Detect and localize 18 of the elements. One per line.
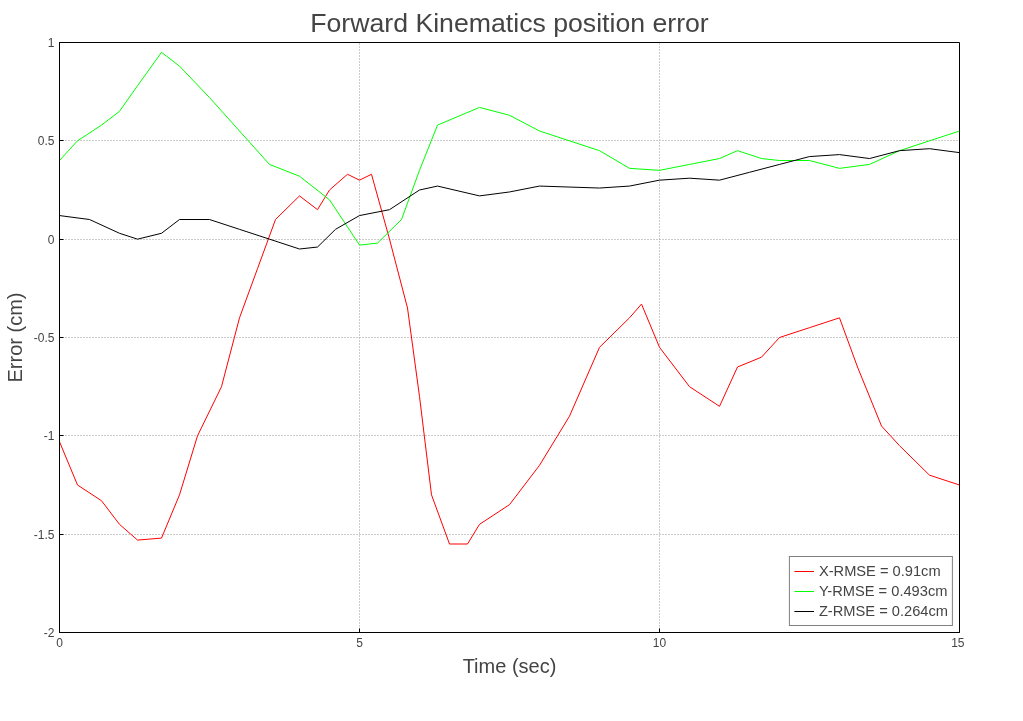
legend-label: Y-RMSE = 0.493cm	[818, 583, 948, 599]
y-tick-label: -1.5	[33, 527, 55, 542]
line-series	[59, 51, 960, 246]
x-tick-label: 15	[951, 635, 965, 650]
y-tick-label: 0	[47, 232, 55, 247]
legend-label: Z-RMSE = 0.264cm	[818, 603, 948, 619]
y-tick-label: 1	[47, 36, 55, 50]
legend-label: X-RMSE = 0.91cm	[818, 563, 941, 579]
x-tick-label: 5	[356, 635, 364, 650]
chart-title: Forward Kinematics position error	[310, 7, 709, 38]
y-tick-label: -2	[43, 626, 55, 640]
x-axis-title: Time (sec)	[462, 654, 557, 677]
y-tick-label: -0.5	[33, 331, 55, 345]
line-series	[59, 173, 960, 545]
y-tick-label: -1	[43, 429, 55, 444]
y-tick-label: 0.5	[37, 134, 55, 149]
x-tick-label: 10	[652, 635, 667, 650]
y-axis-title: Error (cm)	[3, 292, 26, 383]
